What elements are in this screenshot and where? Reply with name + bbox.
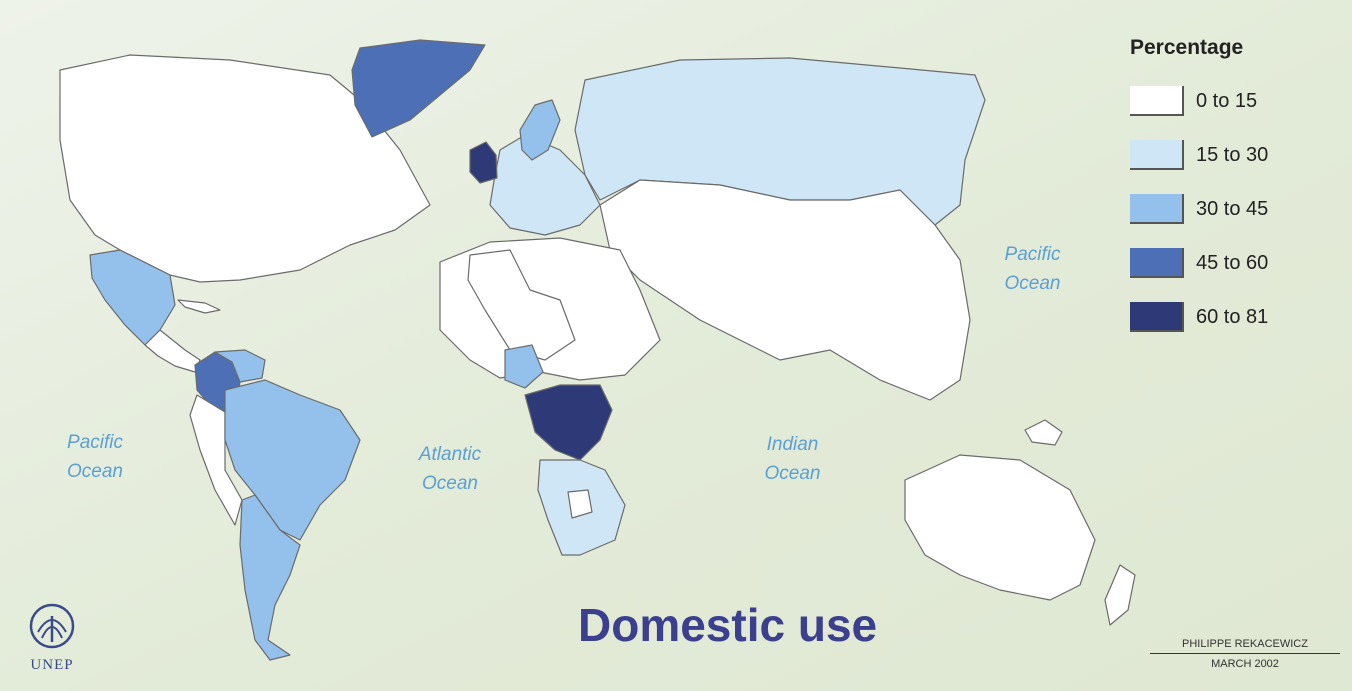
legend-label: 15 to 30 — [1196, 143, 1269, 166]
legend-label: 30 to 45 — [1196, 197, 1269, 220]
region-north-america — [59, 54, 431, 283]
unep-logo: UNEP — [22, 602, 82, 674]
legend-item: 15 to 30 — [1130, 128, 1330, 182]
region-cuba — [177, 299, 221, 314]
region-papua — [1024, 419, 1063, 446]
ocean-label-atlantic: Atlantic Ocean — [418, 444, 482, 495]
ocean-label-pacific-west: Pacific Ocean — [67, 432, 123, 483]
region-sahel — [467, 249, 576, 361]
region-zimbabwe — [567, 489, 593, 519]
map-title: Domestic use — [578, 599, 878, 651]
legend: Percentage 0 to 15 15 to 30 30 to 45 45 … — [1130, 36, 1330, 344]
unep-emblem-icon — [29, 603, 75, 649]
legend-label: 0 to 15 — [1196, 89, 1258, 112]
legend-swatch — [1130, 248, 1184, 278]
credit-author: PHILIPPE REKACEWICZ — [1150, 638, 1340, 654]
region-new-zealand — [1104, 564, 1136, 626]
region-asia — [599, 179, 971, 401]
ocean-label-indian: Indian Ocean — [764, 434, 821, 485]
region-nigeria — [504, 344, 544, 389]
region-venezuela — [214, 349, 266, 383]
region-united-kingdom — [469, 141, 498, 184]
credit: PHILIPPE REKACEWICZ MARCH 2002 — [1150, 638, 1340, 670]
region-greenland — [351, 39, 486, 138]
legend-item: 45 to 60 — [1130, 236, 1330, 290]
legend-label: 60 to 81 — [1196, 305, 1269, 328]
legend-swatch — [1130, 302, 1184, 332]
region-australia — [904, 454, 1096, 601]
unep-logo-text: UNEP — [30, 657, 74, 673]
legend-item: 60 to 81 — [1130, 290, 1330, 344]
legend-swatch — [1130, 140, 1184, 170]
legend-swatch — [1130, 194, 1184, 224]
legend-title: Percentage — [1130, 36, 1244, 59]
ocean-label-pacific-east: Pacific Ocean — [1004, 244, 1061, 295]
legend-item: 0 to 15 — [1130, 74, 1330, 128]
region-argentina — [239, 494, 301, 661]
legend-item: 30 to 45 — [1130, 182, 1330, 236]
credit-date: MARCH 2002 — [1211, 658, 1279, 670]
region-central-africa — [524, 384, 613, 461]
region-scandinavia — [519, 99, 561, 161]
legend-label: 45 to 60 — [1196, 251, 1269, 274]
legend-swatch — [1130, 86, 1184, 116]
